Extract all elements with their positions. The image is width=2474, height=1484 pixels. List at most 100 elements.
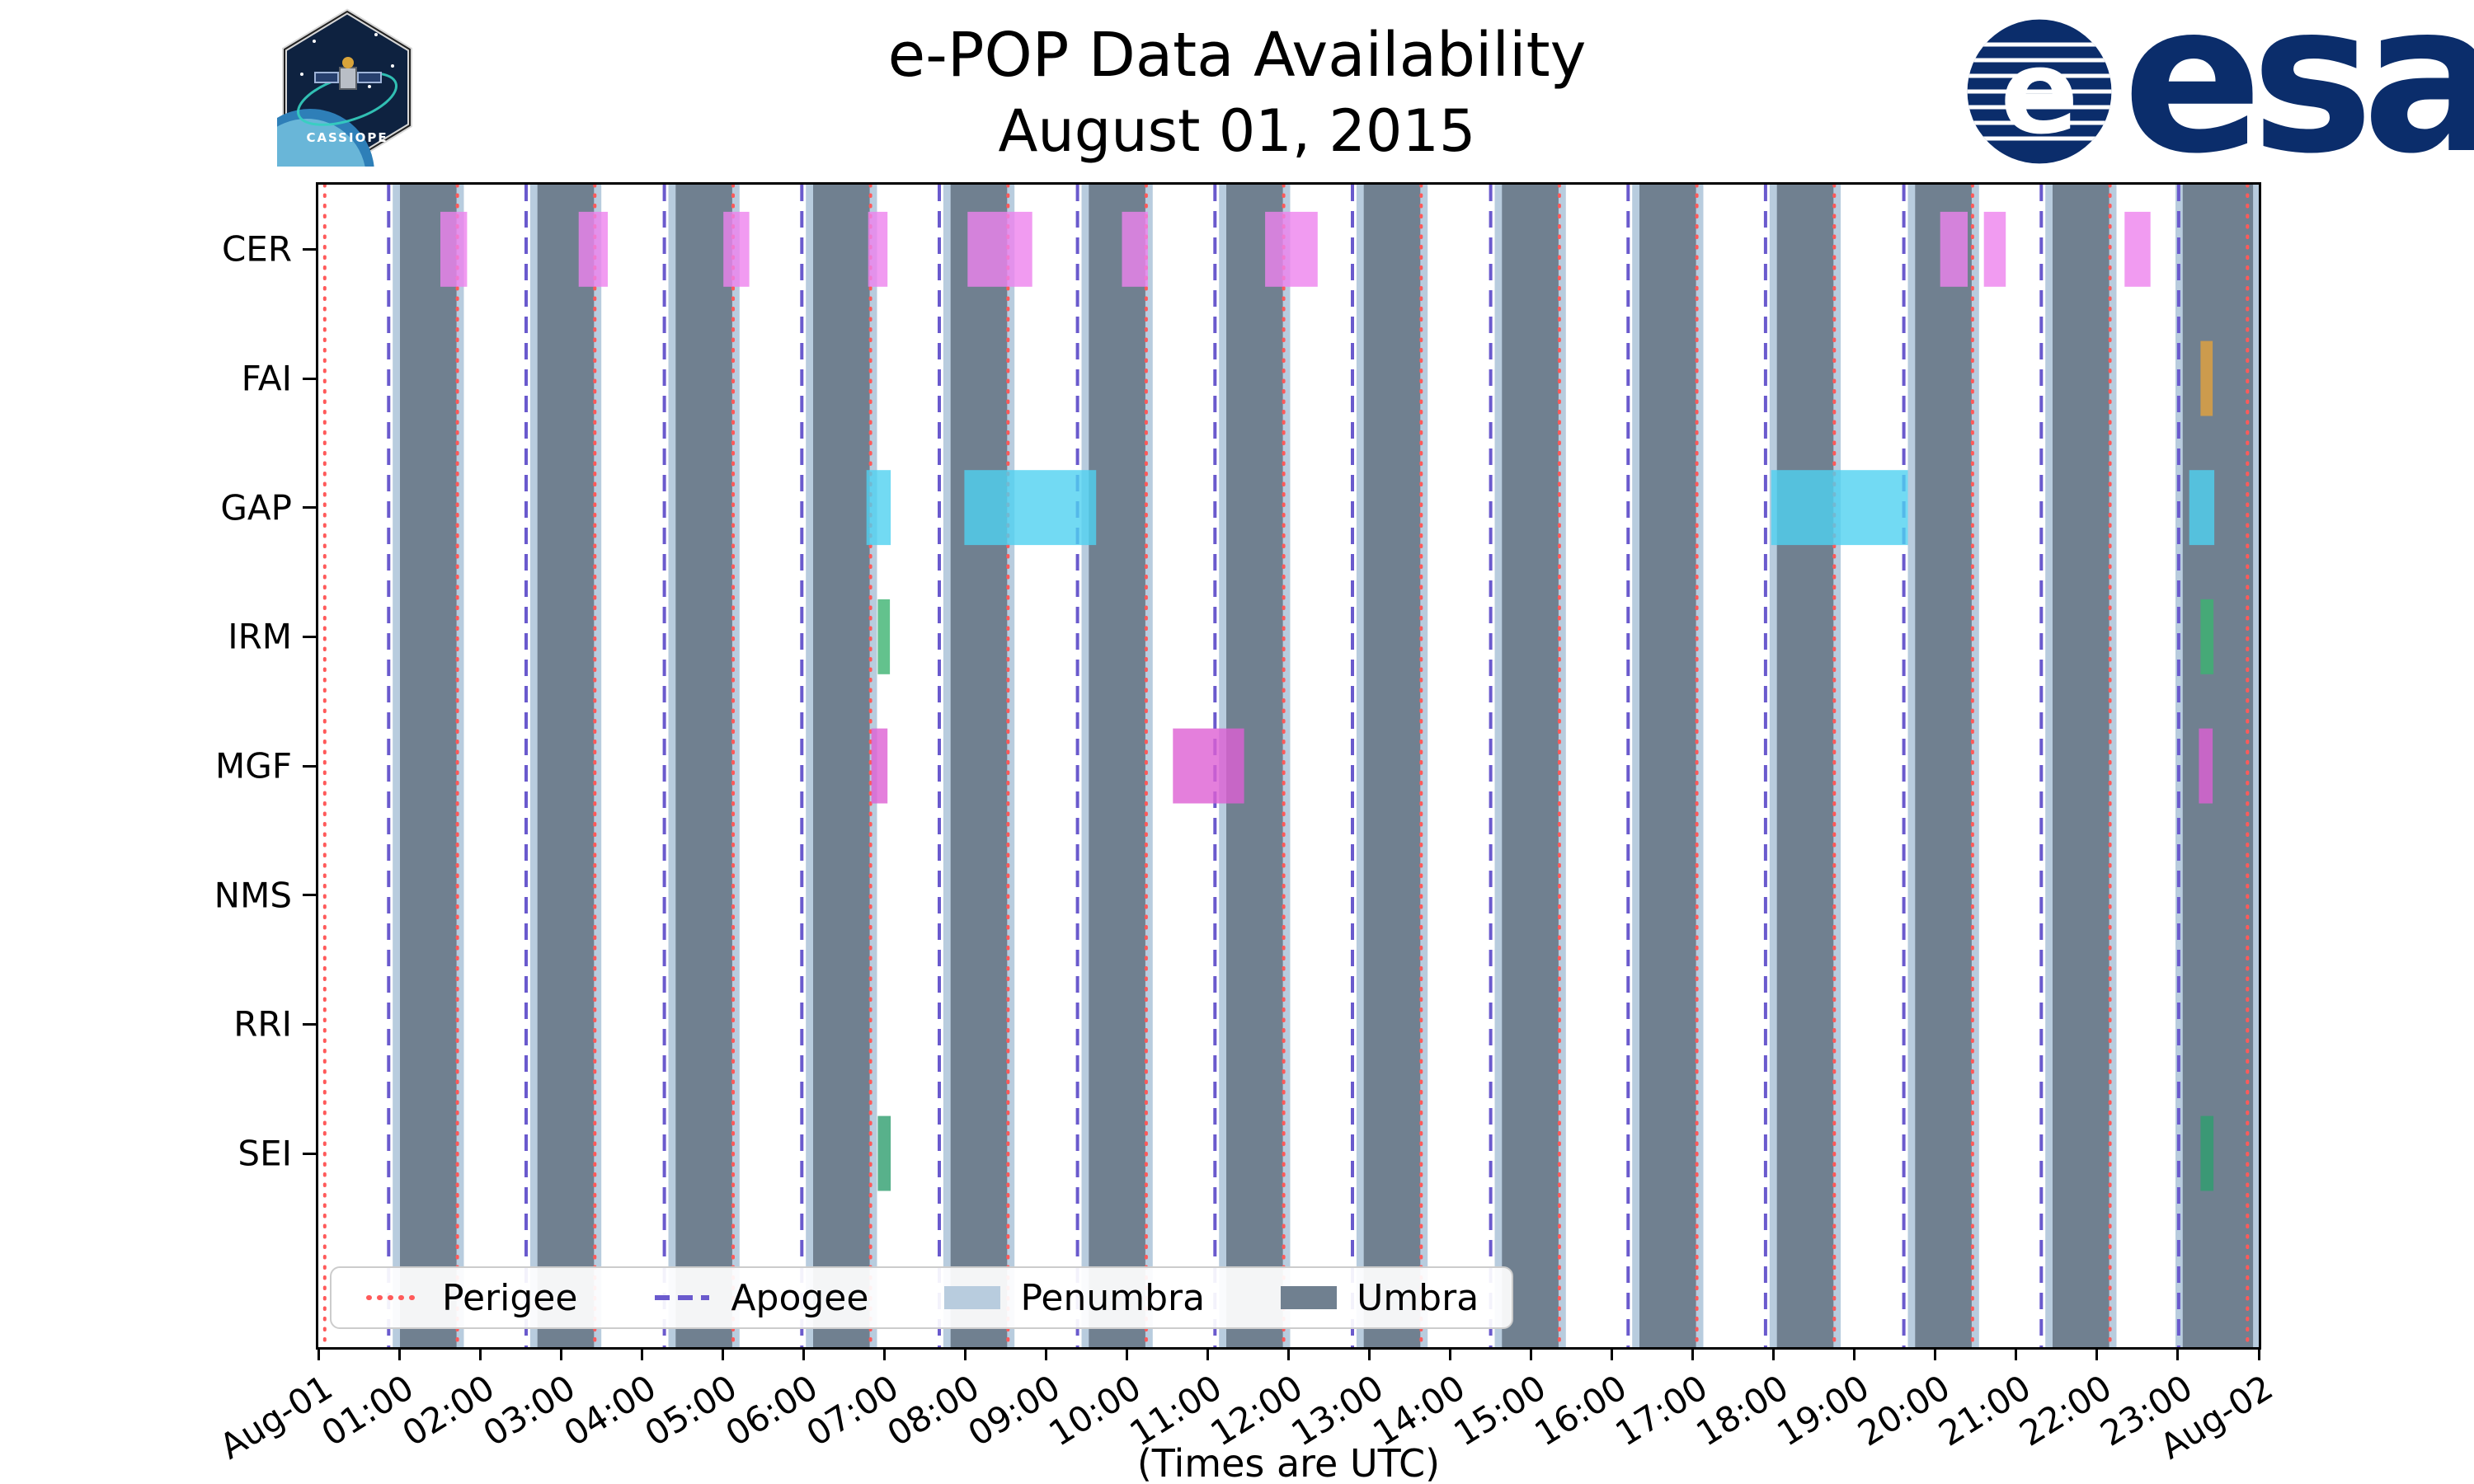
chart-legend: Perigee Apogee Penumbra Umbra — [330, 1266, 1514, 1329]
x-tick-mark — [1691, 1347, 1695, 1360]
availability-bar-CER — [2124, 211, 2151, 287]
x-tick-mark — [721, 1347, 724, 1360]
y-tick-mark — [303, 506, 316, 510]
availability-bar-MGF — [1173, 728, 1244, 804]
availability-bar-GAP — [2189, 470, 2215, 546]
x-tick-mark — [2095, 1347, 2099, 1360]
x-tick-mark — [2015, 1347, 2018, 1360]
x-tick-mark — [1044, 1347, 1047, 1360]
legend-label-umbra: Umbra — [1357, 1276, 1479, 1319]
y-tick-label-RRI: RRI — [233, 1003, 292, 1045]
perigee-line-sample — [366, 1295, 421, 1300]
availability-bar-FAI — [2200, 340, 2213, 416]
umbra-band — [2182, 185, 2254, 1347]
patch-satellite — [314, 57, 382, 90]
x-tick-mark — [1287, 1347, 1290, 1360]
x-tick-mark — [1125, 1347, 1128, 1360]
availability-bar-CER — [440, 211, 468, 287]
umbra-band — [1363, 185, 1421, 1347]
availability-bar-GAP — [964, 470, 1097, 546]
y-tick-mark — [303, 377, 316, 380]
availability-bar-GAP — [866, 470, 891, 546]
apogee-line-sample — [655, 1295, 710, 1300]
x-tick-mark — [559, 1347, 562, 1360]
esa-emblem-e: e — [2000, 26, 2078, 160]
umbra-band — [1776, 185, 1834, 1347]
penumbra-patch-sample — [944, 1286, 1001, 1309]
availability-bar-IRM — [877, 599, 891, 674]
figure-title-block: e-POP Data Availability August 01, 2015 — [0, 16, 2474, 168]
x-tick-mark — [478, 1347, 482, 1360]
y-tick-mark — [303, 247, 316, 251]
availability-bar-IRM — [2200, 599, 2214, 674]
availability-bar-MGF — [871, 728, 888, 804]
availability-bar-CER — [578, 211, 608, 287]
esa-wordmark: esa — [2123, 0, 2474, 199]
x-axis-caption: (Times are UTC) — [1136, 1441, 1441, 1484]
umbra-band — [1915, 185, 1972, 1347]
x-tick-mark — [1449, 1347, 1452, 1360]
x-tick-mark — [1368, 1347, 1371, 1360]
availability-bar-GAP — [1771, 470, 1908, 546]
y-tick-mark — [303, 635, 316, 638]
x-tick-mark — [2257, 1347, 2260, 1360]
availability-bar-CER — [723, 211, 750, 287]
y-tick-mark — [303, 1152, 316, 1155]
x-tick-mark — [882, 1347, 886, 1360]
y-tick-label-SEI: SEI — [238, 1133, 292, 1174]
umbra-band — [950, 185, 1008, 1347]
umbra-band — [2053, 185, 2109, 1347]
x-tick-mark — [1611, 1347, 1614, 1360]
chart-canvas — [322, 185, 2259, 1347]
figure-title: e-POP Data Availability — [887, 20, 1587, 91]
y-tick-label-MGF: MGF — [215, 745, 292, 787]
cassiope-patch-text: CASSIOPE — [306, 130, 388, 145]
x-tick-mark — [1206, 1347, 1209, 1360]
legend-label-penumbra: Penumbra — [1020, 1276, 1206, 1319]
x-tick-mark — [1853, 1347, 1856, 1360]
x-tick-mark — [397, 1347, 401, 1360]
availability-bar-SEI — [2200, 1115, 2214, 1191]
umbra-band — [400, 185, 457, 1347]
availability-bar-CER — [967, 211, 1032, 287]
x-tick-mark — [1934, 1347, 1937, 1360]
legend-item-penumbra: Penumbra — [944, 1277, 1205, 1319]
umbra-band — [675, 185, 732, 1347]
x-tick-mark — [317, 1347, 320, 1360]
availability-bar-SEI — [877, 1115, 891, 1191]
legend-label-apogee: Apogee — [731, 1276, 869, 1319]
availability-bar-CER — [1122, 211, 1148, 287]
figure-subtitle: August 01, 2015 — [998, 96, 1476, 165]
x-tick-mark — [1772, 1347, 1776, 1360]
umbra-band — [1639, 185, 1696, 1347]
y-tick-label-NMS: NMS — [214, 875, 292, 916]
y-tick-mark — [303, 764, 316, 768]
umbra-patch-sample — [1281, 1286, 1338, 1309]
y-tick-mark — [303, 1022, 316, 1026]
x-tick-mark — [640, 1347, 643, 1360]
availability-bar-CER — [868, 211, 888, 287]
y-tick-label-GAP: GAP — [220, 487, 292, 528]
esa-emblem-icon: e — [1967, 19, 2112, 164]
availability-bar-CER — [1983, 211, 2006, 287]
availability-bar-CER — [1265, 211, 1318, 287]
x-tick-mark — [1530, 1347, 1533, 1360]
legend-label-perigee: Perigee — [442, 1276, 578, 1319]
umbra-band — [1089, 185, 1145, 1347]
legend-item-umbra: Umbra — [1281, 1277, 1479, 1319]
availability-bar-CER — [1940, 211, 1968, 287]
x-tick-mark — [963, 1347, 967, 1360]
x-tick-mark — [2176, 1347, 2180, 1360]
plot-area: Perigee Apogee Penumbra Umbra — [316, 182, 2261, 1350]
y-tick-label-IRM: IRM — [228, 616, 292, 657]
umbra-band — [537, 185, 595, 1347]
y-tick-mark — [303, 894, 316, 897]
legend-item-perigee: Perigee — [365, 1277, 577, 1319]
y-tick-label-CER: CER — [221, 228, 292, 270]
umbra-band — [1502, 185, 1559, 1347]
umbra-band — [813, 185, 870, 1347]
x-tick-mark — [802, 1347, 805, 1360]
esa-logo: e esa — [1961, 0, 2474, 182]
legend-item-apogee: Apogee — [653, 1277, 868, 1319]
